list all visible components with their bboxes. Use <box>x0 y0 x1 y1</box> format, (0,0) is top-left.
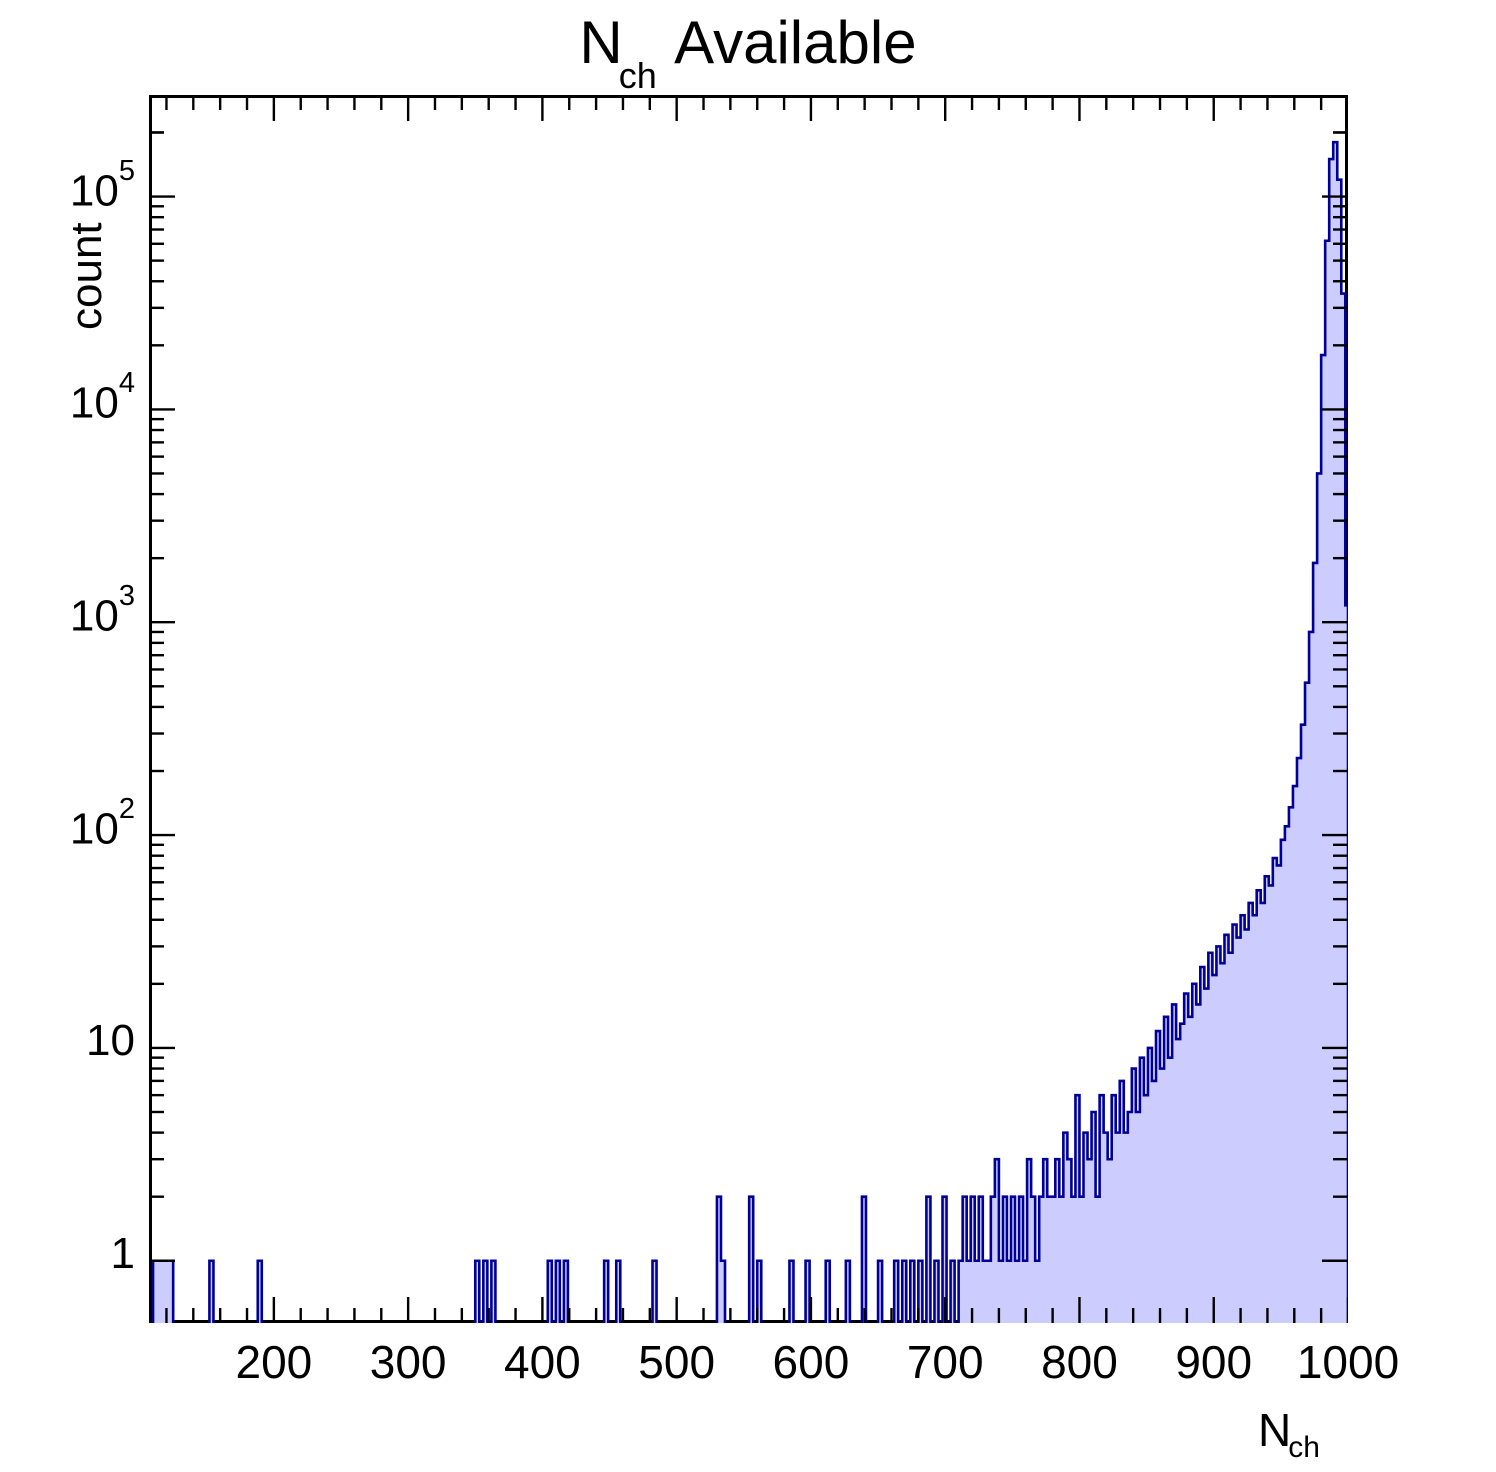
x-tick-label: 400 <box>504 1336 581 1388</box>
histogram-fill <box>153 142 1348 1323</box>
y-tick-label: 103 <box>69 580 135 641</box>
y-tick-label: 105 <box>69 154 135 216</box>
chart-title: Nch Available <box>0 8 1496 96</box>
y-tick-label: 104 <box>69 367 135 429</box>
x-tick-label: 300 <box>369 1336 447 1388</box>
x-axis-title-subscript: ch <box>1288 1431 1320 1464</box>
x-tick-label: 1000 <box>1296 1336 1400 1388</box>
y-tick-label: 10 <box>86 1015 135 1065</box>
axis-ticks <box>149 95 1348 1323</box>
y-axis-title: count <box>62 222 111 330</box>
y-tick-label: 1 <box>110 1228 135 1278</box>
x-tick-label: 900 <box>1175 1336 1253 1388</box>
chart-title-main: N <box>579 9 623 76</box>
y-tick-label: 102 <box>69 793 135 854</box>
chart-title-subscript: ch <box>618 55 657 96</box>
x-axis-title: Nch <box>1258 1403 1323 1464</box>
x-tick-label: 200 <box>235 1336 313 1388</box>
y-axis-title-wrap: count <box>14 108 111 358</box>
histogram-canvas <box>149 95 1348 1323</box>
x-axis-title-main: N <box>1258 1404 1292 1456</box>
x-tick-label: 500 <box>638 1336 716 1388</box>
x-tick-label: 600 <box>772 1336 850 1388</box>
chart-title-rest: Available <box>660 9 917 76</box>
x-tick-label: 800 <box>1041 1336 1118 1388</box>
x-tick-label: 700 <box>906 1336 984 1388</box>
